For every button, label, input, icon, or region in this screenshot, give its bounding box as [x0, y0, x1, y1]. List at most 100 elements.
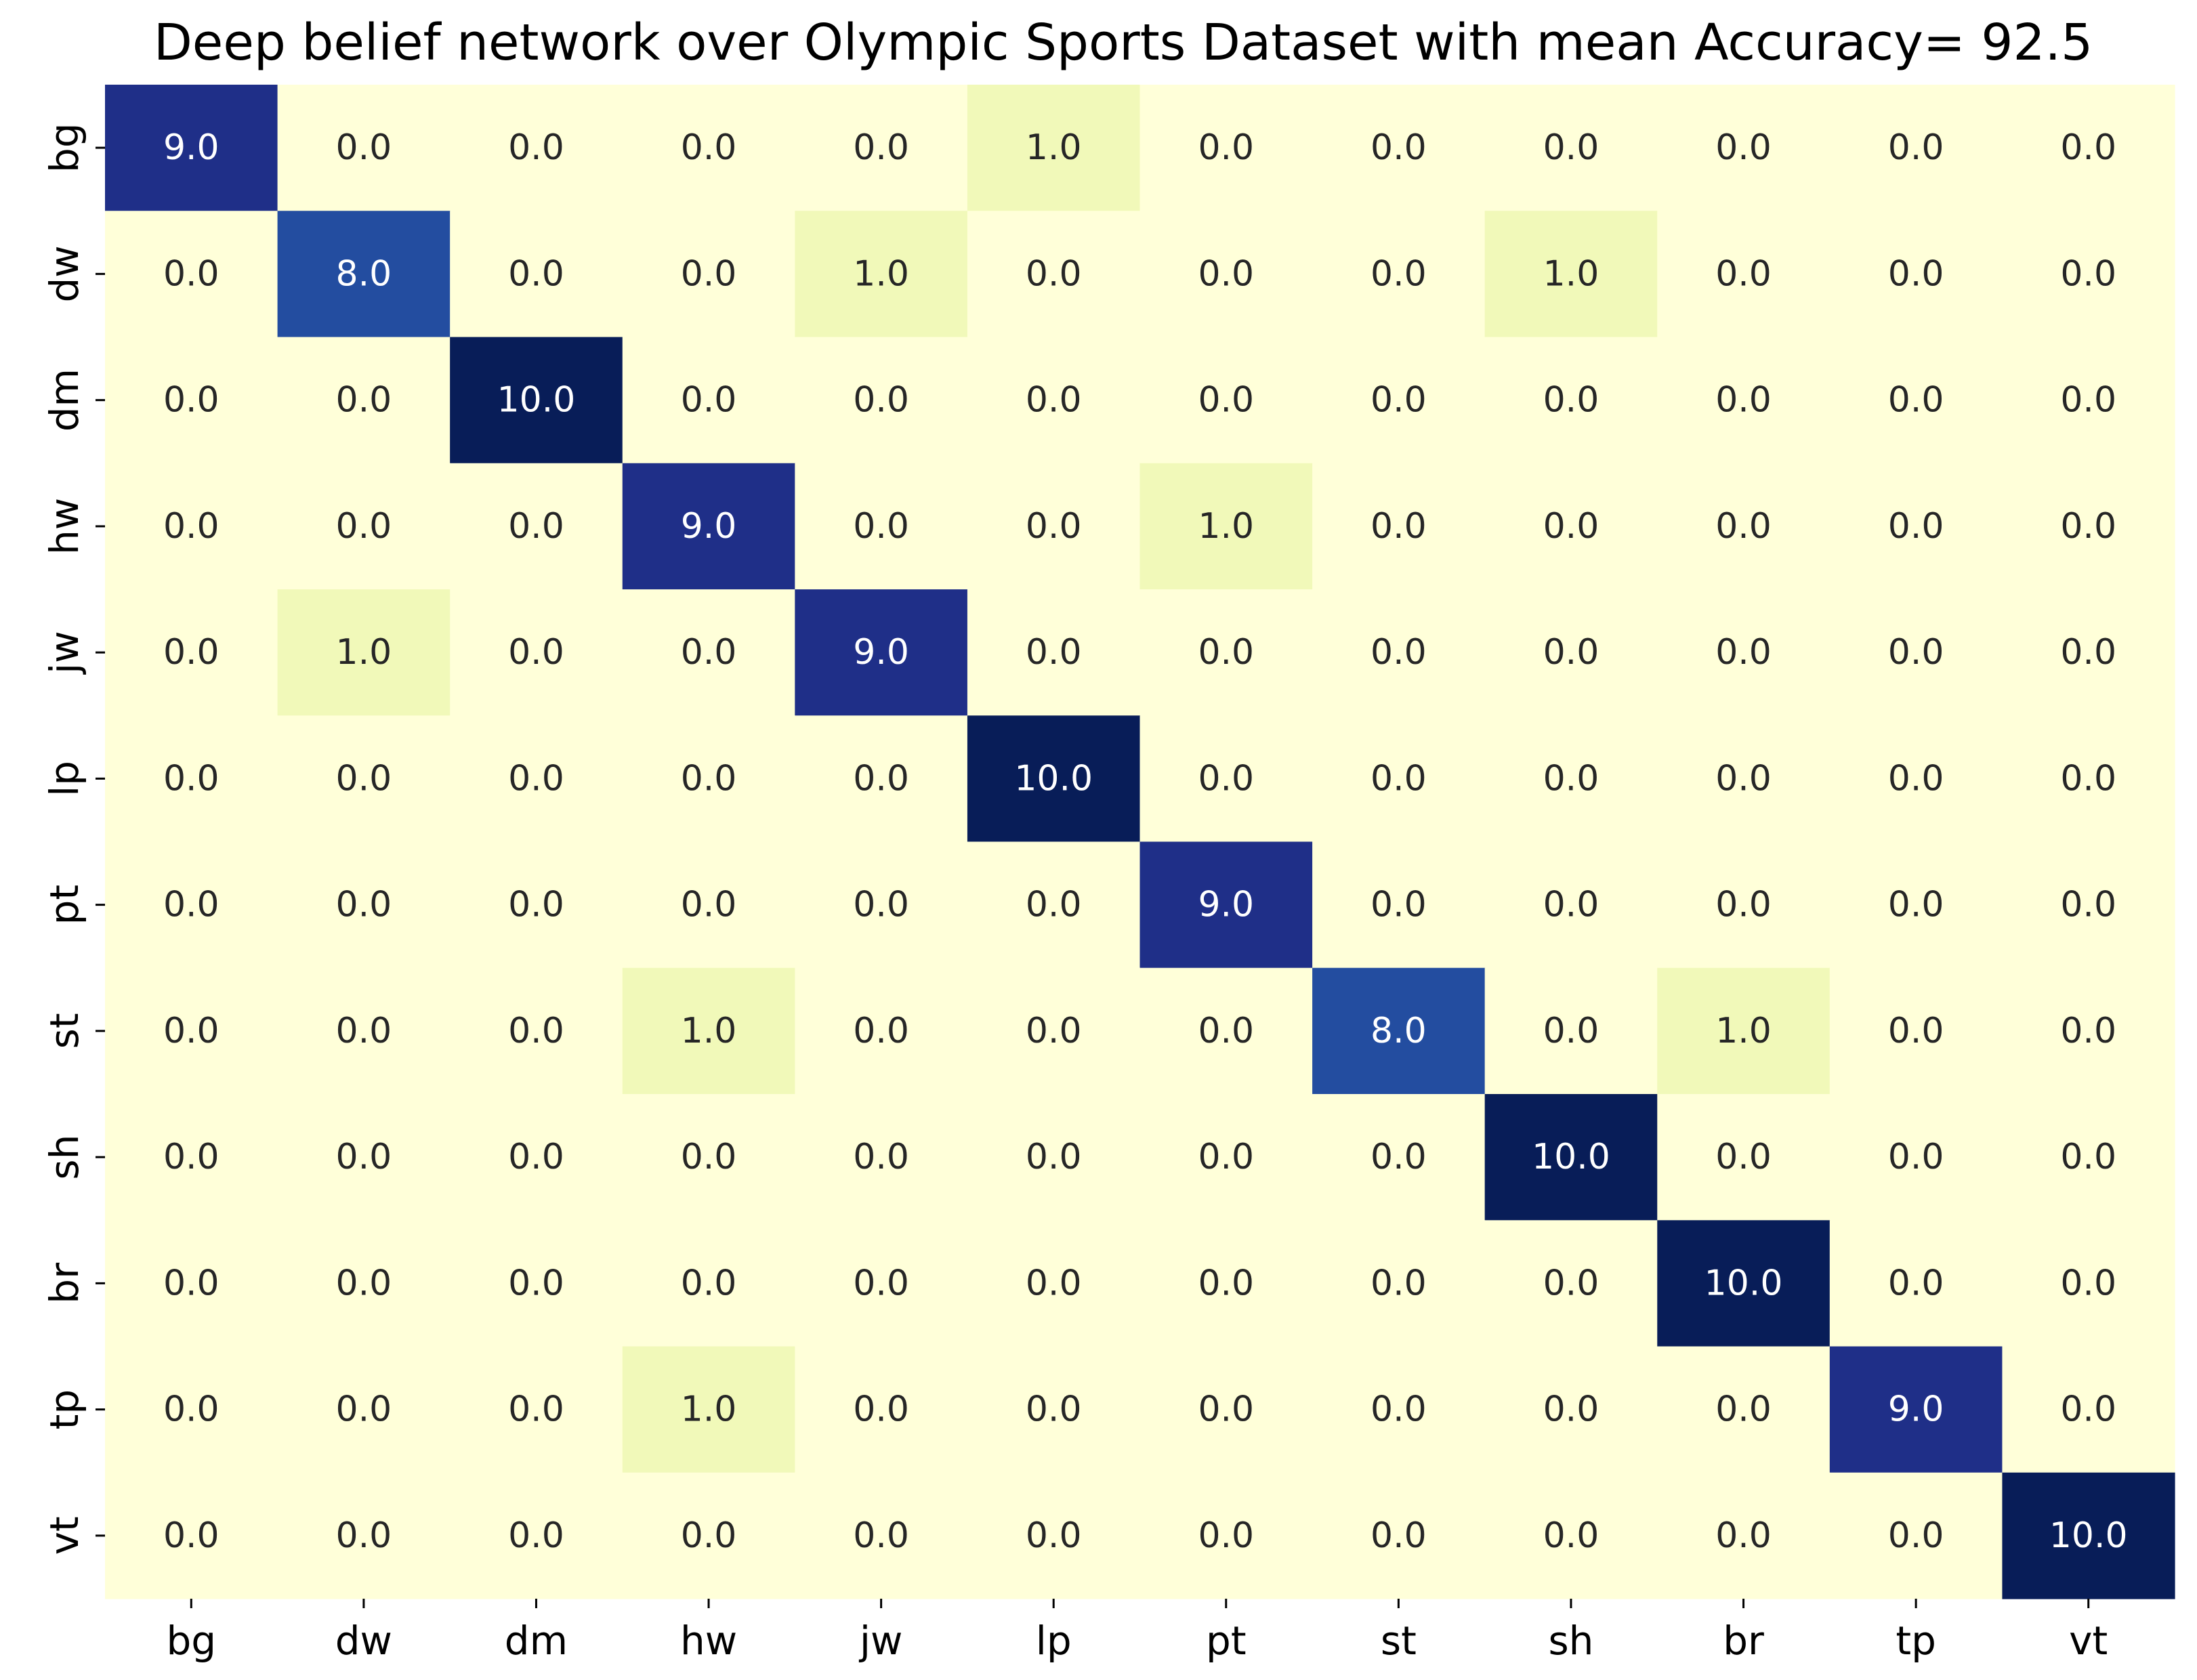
heatmap-cell-st-st	[1312, 967, 1486, 1095]
cell-value-dm-lp: 0.0	[1026, 380, 1082, 421]
heatmap-cell-br-pt	[1139, 1220, 1313, 1347]
heatmap-cell-jw-tp	[1829, 589, 2003, 716]
heatmap-cell-br-st	[1312, 1220, 1486, 1347]
heatmap-cell-vt-bg	[105, 1472, 278, 1599]
cell-value-dm-br: 0.0	[1715, 380, 1772, 421]
cell-value-hw-dw: 0.0	[336, 506, 392, 547]
cell-value-pt-dm: 0.0	[508, 885, 564, 925]
y-tick-label-dw: dw	[41, 245, 87, 302]
heatmap-cell-dw-vt	[2002, 211, 2175, 338]
heatmap-cell-bg-pt	[1139, 85, 1313, 211]
heatmap-cell-sh-pt	[1139, 1094, 1313, 1221]
heatmap-cell-vt-tp	[1829, 1472, 2003, 1599]
heatmap-cell-dw-st	[1312, 211, 1486, 338]
cell-value-sh-dw: 0.0	[336, 1137, 392, 1177]
heatmap-cell-dw-lp	[967, 211, 1141, 338]
heatmap-cell-hw-dw	[277, 463, 451, 590]
cell-value-bg-vt: 0.0	[2060, 127, 2116, 168]
heatmap-cell-dm-jw	[795, 337, 968, 464]
heatmap-cell-bg-bg	[105, 85, 278, 211]
cell-value-dw-vt: 0.0	[2060, 253, 2116, 294]
cell-value-bg-st: 0.0	[1370, 127, 1427, 168]
cell-value-st-tp: 0.0	[1888, 1011, 1944, 1051]
heatmap-cell-dw-dw	[277, 211, 451, 338]
cell-value-pt-sh: 0.0	[1543, 885, 1599, 925]
x-axis: bg dw dm hw jw lp pt st sh br tp vt	[166, 1599, 2108, 1664]
cell-value-pt-tp: 0.0	[1888, 885, 1944, 925]
heatmap-cell-sh-bg	[105, 1094, 278, 1221]
cell-value-vt-dw: 0.0	[336, 1515, 392, 1556]
cell-value-vt-sh: 0.0	[1543, 1515, 1599, 1556]
heatmap-cell-dw-dm	[450, 211, 623, 338]
heatmap-cell-dm-lp	[967, 337, 1141, 464]
cell-value-dm-dw: 0.0	[336, 380, 392, 421]
cell-value-tp-dw: 0.0	[336, 1389, 392, 1430]
heatmap-cell-hw-hw	[622, 463, 795, 590]
heatmap-cell-jw-bg	[105, 589, 278, 716]
cell-value-vt-tp: 0.0	[1888, 1515, 1944, 1556]
cell-value-hw-vt: 0.0	[2060, 506, 2116, 547]
cell-value-lp-dm: 0.0	[508, 758, 564, 799]
heatmap-cell-vt-sh	[1484, 1472, 1658, 1599]
heatmap-cell-tp-jw	[795, 1346, 968, 1473]
heatmap-cell-lp-jw	[795, 715, 968, 843]
heatmap-cell-tp-dw	[277, 1346, 451, 1473]
heatmap-cell-hw-lp	[967, 463, 1141, 590]
heatmap-cell-st-tp	[1829, 967, 2003, 1095]
cell-value-br-br: 10.0	[1704, 1263, 1783, 1303]
heatmap-cell-br-br	[1657, 1220, 1830, 1347]
cell-value-lp-pt: 0.0	[1198, 758, 1254, 799]
cell-value-lp-dw: 0.0	[336, 758, 392, 799]
heatmap-cell-st-sh	[1484, 967, 1658, 1095]
heatmap-cell-sh-tp	[1829, 1094, 2003, 1221]
heatmap-cell-st-pt	[1139, 967, 1313, 1095]
cell-value-bg-tp: 0.0	[1888, 127, 1944, 168]
x-tick-label-vt: vt	[2069, 1618, 2108, 1664]
heatmap-cell-pt-vt	[2002, 841, 2175, 969]
heatmap-cell-br-tp	[1829, 1220, 2003, 1347]
heatmap-cell-lp-dm	[450, 715, 623, 843]
cell-value-hw-hw: 9.0	[681, 506, 737, 547]
cell-value-sh-st: 0.0	[1370, 1137, 1427, 1177]
cell-value-hw-jw: 0.0	[853, 506, 909, 547]
heatmap-cell-br-dm	[450, 1220, 623, 1347]
heatmap-cell-vt-jw	[795, 1472, 968, 1599]
heatmap-cell-tp-lp	[967, 1346, 1141, 1473]
x-tick-label-jw: jw	[858, 1618, 903, 1664]
cell-value-tp-pt: 0.0	[1198, 1389, 1254, 1430]
cell-value-tp-sh: 0.0	[1543, 1389, 1599, 1430]
cell-value-bg-bg: 9.0	[163, 127, 219, 168]
heatmap-cell-br-hw	[622, 1220, 795, 1347]
cell-value-dm-st: 0.0	[1370, 380, 1427, 421]
y-tick-label-st: st	[41, 1013, 87, 1049]
cell-value-dw-hw: 0.0	[681, 253, 737, 294]
cell-value-br-lp: 0.0	[1026, 1263, 1082, 1303]
heatmap-cell-bg-dw	[277, 85, 451, 211]
heatmap-cell-br-vt	[2002, 1220, 2175, 1347]
cell-value-sh-jw: 0.0	[853, 1137, 909, 1177]
heatmap-cell-hw-tp	[1829, 463, 2003, 590]
heatmap-cell-lp-st	[1312, 715, 1486, 843]
cell-value-dw-dw: 8.0	[336, 253, 392, 294]
heatmap-cell-dm-dw	[277, 337, 451, 464]
cell-value-tp-st: 0.0	[1370, 1389, 1427, 1430]
heatmap-cell-dw-pt	[1139, 211, 1313, 338]
cell-value-bg-pt: 0.0	[1198, 127, 1254, 168]
heatmap-cell-dw-sh	[1484, 211, 1658, 338]
heatmap-cell-dw-hw	[622, 211, 795, 338]
cell-value-vt-vt: 10.0	[2049, 1515, 2128, 1556]
heatmap-cell-lp-br	[1657, 715, 1830, 843]
cell-value-sh-tp: 0.0	[1888, 1137, 1944, 1177]
cell-value-lp-jw: 0.0	[853, 758, 909, 799]
y-tick-label-hw: hw	[41, 498, 87, 555]
cell-value-pt-hw: 0.0	[681, 885, 737, 925]
heatmap-cell-st-hw	[622, 967, 795, 1095]
heatmap-cell-bg-vt	[2002, 85, 2175, 211]
heatmap-cell-bg-tp	[1829, 85, 2003, 211]
cell-value-dm-sh: 0.0	[1543, 380, 1599, 421]
x-tick-label-br: br	[1723, 1618, 1764, 1664]
cell-value-jw-pt: 0.0	[1198, 632, 1254, 673]
cell-value-st-vt: 0.0	[2060, 1011, 2116, 1051]
heatmap-cell-tp-dm	[450, 1346, 623, 1473]
